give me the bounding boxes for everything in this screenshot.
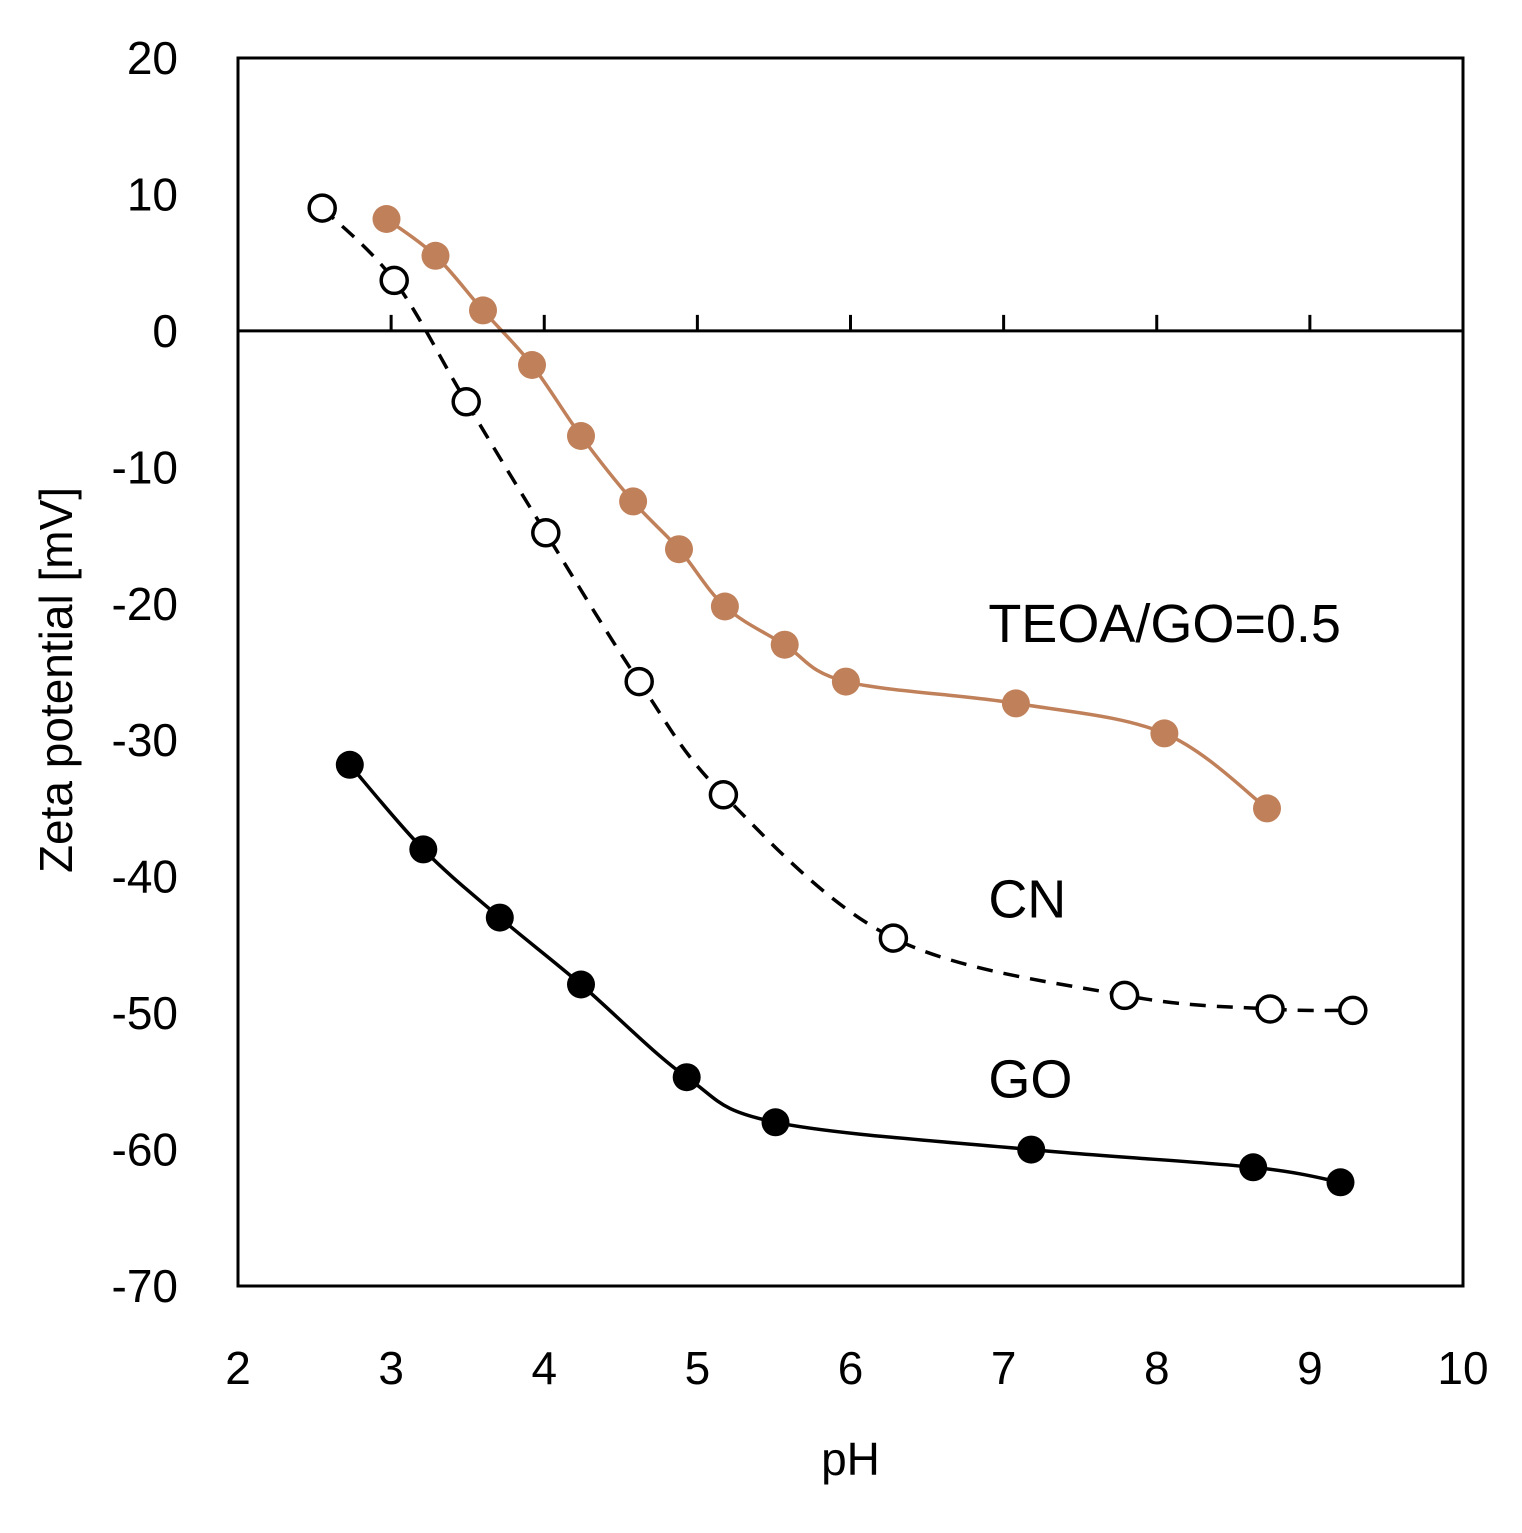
y-tick-label: -50 — [112, 987, 178, 1039]
data-point-go — [1326, 1168, 1355, 1197]
data-point-cn — [708, 780, 739, 810]
plot-frame — [236, 56, 1465, 1288]
data-point-go — [567, 970, 595, 999]
series-label-cn: CN — [988, 870, 1066, 930]
x-tick-label: 10 — [1437, 1342, 1488, 1394]
x-tick-label: 3 — [378, 1342, 404, 1394]
data-point-cn — [379, 265, 409, 296]
x-tick-label: 9 — [1297, 1342, 1323, 1394]
data-point-cn — [307, 193, 337, 223]
data-point-go — [1017, 1135, 1046, 1164]
series-line-teoa-go-0-5 — [385, 217, 1269, 810]
y-tick-label: -20 — [112, 578, 178, 630]
series-line-go — [348, 763, 1341, 1185]
data-point-teoa-go-0-5 — [518, 351, 546, 379]
data-point-cn — [624, 666, 654, 697]
data-point-teoa-go-0-5 — [469, 296, 497, 325]
data-point-teoa-go-0-5 — [1253, 794, 1281, 823]
data-point-go — [335, 750, 364, 779]
data-point-cn — [1338, 995, 1368, 1026]
x-tick-label: 8 — [1144, 1342, 1170, 1394]
data-point-teoa-go-0-5 — [421, 241, 450, 270]
series-label-teoa-go-0-5: TEOA/GO=0.5 — [988, 594, 1341, 654]
data-point-teoa-go-0-5 — [567, 422, 595, 450]
y-tick-label: -70 — [112, 1260, 178, 1312]
series-line-cn — [320, 206, 1353, 1013]
data-point-teoa-go-0-5 — [710, 592, 739, 621]
data-point-teoa-go-0-5 — [1001, 689, 1030, 718]
data-point-go — [485, 903, 514, 932]
data-point-teoa-go-0-5 — [831, 667, 860, 696]
data-point-teoa-go-0-5 — [372, 205, 401, 233]
data-point-go — [672, 1063, 701, 1092]
data-point-cn — [531, 518, 561, 548]
y-tick-label: 0 — [152, 305, 178, 357]
labels-layer: 20 10 0 -10 -20 -30 -40 -50 -60 -70 2 3 4 5 6 7 8 9 10 pH Ze… — [30, 32, 1489, 1485]
x-tick-label: 6 — [838, 1342, 864, 1394]
y-tick-label: 10 — [127, 168, 178, 220]
data-point-go — [761, 1108, 790, 1137]
data-point-go — [409, 835, 438, 864]
data-point-cn — [451, 387, 481, 417]
y-tick-label: 20 — [127, 32, 178, 84]
data-point-go — [1239, 1153, 1268, 1182]
y-tick-label: -40 — [112, 851, 178, 903]
x-tick-label: 2 — [225, 1342, 251, 1394]
x-tick-label: 7 — [991, 1342, 1017, 1394]
axes-layer — [236, 56, 1465, 1288]
y-tick-label: -30 — [112, 714, 178, 766]
data-point-cn — [1255, 994, 1285, 1024]
series-layer — [307, 193, 1368, 1197]
x-axis-title: pH — [821, 1433, 880, 1485]
series-label-go: GO — [988, 1050, 1072, 1110]
data-point-teoa-go-0-5 — [665, 535, 693, 564]
data-point-teoa-go-0-5 — [619, 487, 648, 516]
data-point-cn — [878, 923, 909, 953]
x-tick-label: 5 — [685, 1342, 711, 1394]
data-point-teoa-go-0-5 — [770, 630, 799, 659]
data-point-cn — [1109, 980, 1140, 1011]
x-tick-label: 4 — [531, 1342, 557, 1394]
y-tick-label: -10 — [112, 441, 178, 493]
y-tick-label: -60 — [112, 1124, 178, 1176]
y-axis-title: Zeta potential [mV] — [30, 487, 82, 873]
data-point-teoa-go-0-5 — [1150, 719, 1179, 748]
